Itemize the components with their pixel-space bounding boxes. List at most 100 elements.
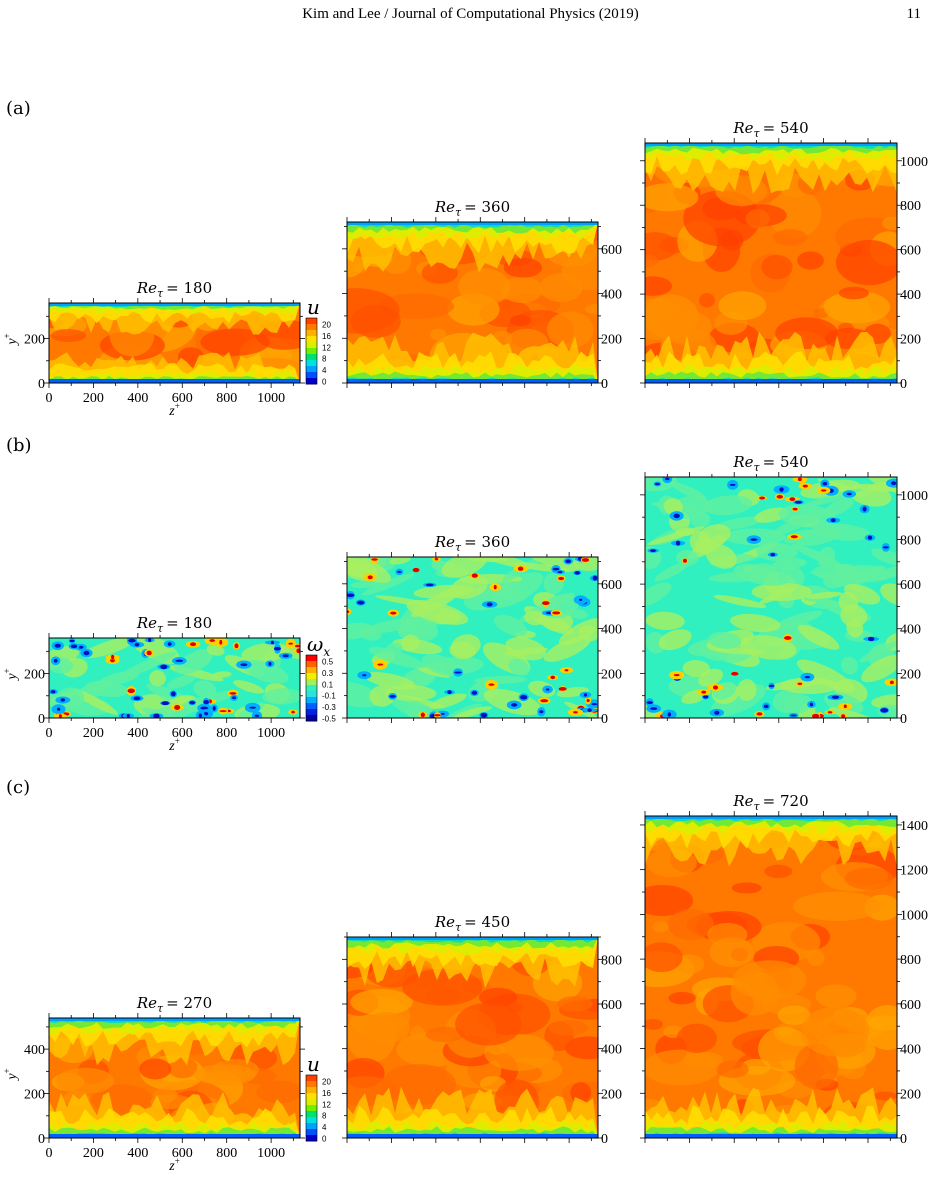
field-blob [676,1023,717,1054]
colorbar-frame [305,317,318,385]
field-blob [668,991,696,1005]
field-streak [504,647,548,656]
field-blob [777,1005,811,1026]
field-blob [707,922,748,947]
field-blob [256,1080,300,1104]
field-streak [242,659,289,684]
vortex-core [471,690,478,695]
vortex-core [789,497,796,502]
y-tick-label: 0 [601,377,608,392]
vortex-core [862,506,867,512]
panel-title-subscript: τ [455,206,462,219]
field-blob [800,1006,870,1057]
field-blob [761,254,793,280]
vortex-core [804,675,811,679]
vortex-core [713,685,719,690]
contour-field [49,638,300,718]
field-blob [645,276,673,296]
field-blob [350,988,413,1016]
vortex-core [377,663,384,666]
field-streak [428,693,467,710]
vortex-core [153,713,160,718]
y-tick-label: 1000 [900,908,928,923]
colorbar-swatch [306,372,317,379]
vortex-core [58,714,62,718]
field-streak [362,573,415,596]
vortex-core [650,707,658,711]
panel-title-subscript: τ [157,287,164,300]
colorbar-swatch [306,679,317,686]
field-streak [522,557,580,572]
wall-edge [645,143,897,146]
x-tick-label: 1000 [257,1146,285,1161]
panel-title-subscript: τ [455,541,462,554]
field-streak [737,679,757,701]
vortex-core [792,507,798,511]
field-streak [543,635,591,662]
vortex-core [889,680,894,685]
field-blob [458,268,511,306]
colorbar-swatch [306,1105,317,1112]
vortex-core [802,484,808,488]
field-blob [882,216,897,231]
x-tick-label: 1000 [257,391,285,406]
field-streak [756,542,798,562]
panel-frame [644,142,898,384]
vortex-core [249,706,257,709]
vortex-core [583,693,588,697]
x-tick-label: 600 [172,726,193,741]
y-tick-label: 0 [601,712,608,727]
colorbar-tick-label: 8 [322,1112,327,1121]
vortex-core [867,535,873,540]
vortex-core [846,492,852,496]
field-streak [780,677,839,694]
field-blob [51,329,87,342]
field-streak [835,565,893,583]
colorbar-tick-label: 20 [322,1078,331,1087]
field-streak [212,671,232,678]
vortex-core [682,558,688,563]
row-label-b: (b) [6,435,32,456]
panel-title: Reτ = 360 [434,533,510,554]
field-streak [81,638,136,659]
vortex-core [891,481,897,486]
panel-title-subscript: τ [157,622,164,635]
colorbar-swatch [306,342,317,349]
vortex-core [175,659,184,662]
vortex-core [797,682,803,685]
field-blob [55,1067,115,1095]
panel: Reτ = 270 0 200 400 600 800 1000 0 200 400 z+ y+ [2,994,305,1174]
wall-edge [49,1134,300,1138]
vortex-core [843,704,847,709]
field-streak [806,591,843,599]
field-blob [823,291,891,324]
vortex-core [880,708,889,713]
colorbar-swatch [306,330,317,337]
field-streak [844,583,881,605]
vortex-core [219,710,227,713]
field-streak [149,670,166,687]
field-streak [841,656,859,675]
panel: Reτ = 540 0 200 400 600 800 1000 [640,119,928,392]
colorbar-swatch [306,709,317,716]
field-streak [193,680,217,698]
vortex-core [274,646,281,651]
wall-edge [49,303,300,306]
colorbar-swatch [306,318,317,325]
vortex-core [768,684,775,688]
panel-frame [644,815,898,1139]
field-blob [645,942,683,973]
field-blob [509,314,532,327]
y-tick-label: 400 [601,1043,622,1058]
field-streak [784,694,812,715]
vortex-core [646,701,654,705]
field-blob [167,1056,198,1079]
x-tick-label: 600 [172,391,193,406]
vortex-core [540,699,549,703]
field-blob [584,304,598,315]
field-streak [174,649,213,675]
vortex-core [294,644,300,648]
y-tick-label: 200 [24,668,45,683]
vortex-core [420,712,425,718]
